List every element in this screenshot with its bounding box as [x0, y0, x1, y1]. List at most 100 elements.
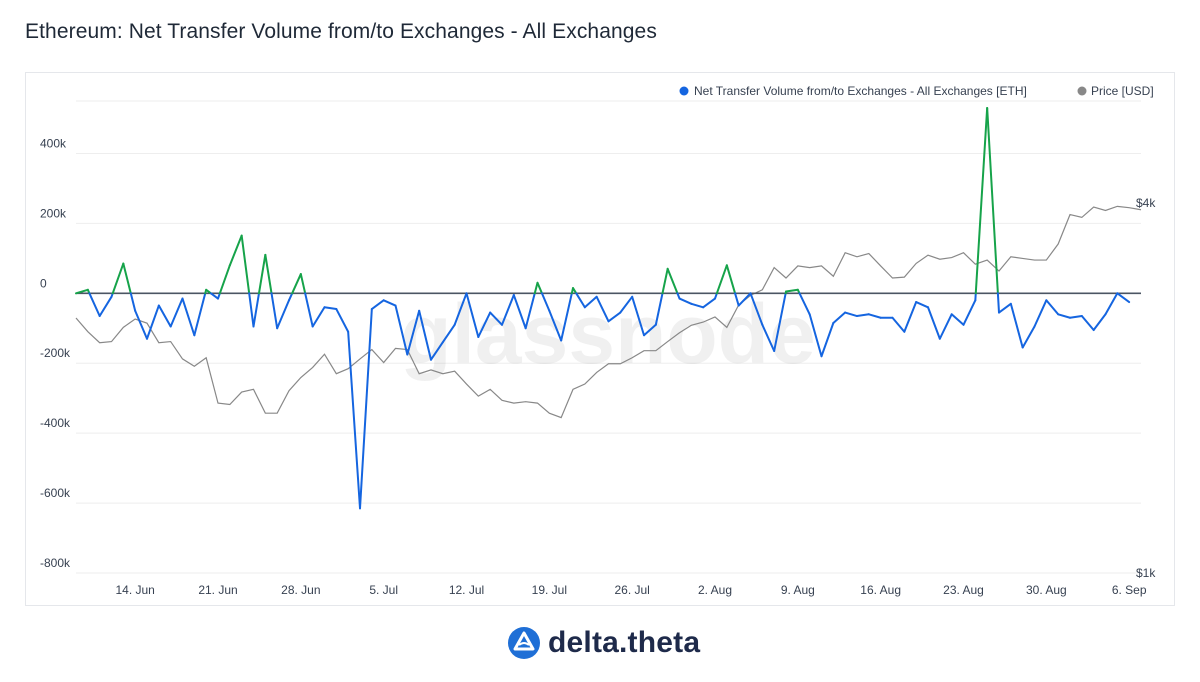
net-volume-segment-negative [359, 308, 373, 510]
net-volume-segment-negative [394, 304, 409, 356]
x-tick-label: 21. Jun [198, 583, 237, 597]
net-volume-segment-negative [867, 313, 882, 319]
net-volume-segment-negative [737, 292, 752, 307]
net-volume-segment-negative [678, 297, 693, 305]
net-volume-segment-negative [311, 306, 326, 328]
net-volume-segment-negative [548, 309, 563, 342]
net-volume-segment-positive [299, 273, 307, 295]
net-volume-segment-negative [844, 311, 858, 318]
net-volume-segment-negative [1080, 315, 1095, 332]
x-tick-label: 5. Jul [369, 583, 398, 597]
y-left-tick-label: 200k [40, 206, 67, 220]
net-volume-segment-negative [998, 302, 1012, 314]
y-left-tick-label: 0 [40, 276, 47, 290]
net-volume-segment-positive [536, 281, 543, 295]
net-volume-segment-negative [962, 299, 977, 326]
net-volume-segment-positive [661, 267, 669, 295]
legend-price-marker [1077, 86, 1087, 96]
net-volume-segment-positive [725, 264, 737, 295]
net-volume-segment-negative [540, 292, 551, 312]
net-volume-segment-negative [1045, 299, 1060, 316]
net-volume-segment-positive [228, 234, 243, 267]
x-tick-label: 6. Sep [1112, 583, 1147, 597]
series-price-line [75, 205, 1142, 419]
net-volume-segment-negative [856, 313, 870, 318]
net-volume-segment-positive [715, 264, 728, 295]
net-volume-segment-negative [761, 323, 776, 352]
net-volume-segment-negative [501, 294, 515, 326]
net-volume-segment-negative [512, 294, 527, 330]
y-left-tick-label: -200k [40, 346, 71, 360]
x-tick-label: 19. Jul [532, 583, 567, 597]
net-volume-segment-positive [240, 234, 251, 295]
net-volume-segment-positive [666, 267, 679, 295]
x-tick-label: 26. Jul [614, 583, 649, 597]
net-volume-segment-negative [323, 306, 338, 311]
net-volume-segment-negative [248, 292, 255, 328]
net-volume-segment-negative [276, 299, 290, 330]
net-volume-segment-negative [1116, 292, 1131, 304]
net-volume-segment-negative [560, 292, 573, 342]
net-volume-segment-negative [382, 299, 397, 307]
net-volume-segment-negative [370, 299, 385, 311]
net-volume-segment-negative [406, 309, 421, 356]
net-volume-segment-negative [88, 292, 101, 318]
footer-brand: delta.theta [508, 626, 700, 660]
net-volume-segment-negative [129, 292, 137, 312]
net-volume-segment-negative [749, 292, 764, 326]
net-volume-segment-negative [1021, 325, 1036, 349]
net-volume-segment-negative [654, 292, 664, 326]
net-volume-segment-negative [1092, 313, 1107, 332]
series-net-volume [75, 106, 1131, 510]
net-volume-segment-positive [533, 281, 539, 295]
x-tick-label: 12. Jul [449, 583, 484, 597]
net-volume-segment-positive [218, 264, 231, 295]
net-volume-segment-negative [631, 295, 645, 337]
net-volume-segment-negative [619, 295, 634, 314]
net-volume-segment-negative [347, 330, 361, 510]
net-volume-segment-negative [832, 311, 847, 325]
net-volume-segment-negative [288, 292, 294, 302]
net-volume-segment-negative [1069, 315, 1083, 319]
net-volume-segment-positive [122, 262, 132, 295]
net-volume-segment-negative [181, 297, 196, 337]
legend: Net Transfer Volume from/to Exchanges - … [679, 84, 1154, 98]
legend-net-volume-marker [679, 86, 689, 96]
net-volume-segment-positive [111, 262, 125, 295]
net-volume-segment-negative [98, 295, 113, 318]
net-volume-segment-negative [169, 297, 184, 328]
net-volume-segment-negative [996, 292, 1000, 314]
page-title: Ethereum: Net Transfer Volume from/to Ex… [25, 20, 657, 43]
net-volume-segment-negative [146, 304, 160, 340]
net-volume-segment-negative [734, 292, 740, 307]
legend-net-volume-label: Net Transfer Volume from/to Exchanges - … [694, 84, 1027, 98]
net-volume-segment-negative [209, 292, 219, 300]
net-volume-segment-positive [75, 288, 89, 295]
net-volume-segment-negative [595, 295, 610, 323]
net-volume-segment-negative [134, 309, 148, 340]
net-volume-segment-negative [690, 302, 705, 309]
net-volume-segment-negative [773, 292, 787, 352]
net-volume-segment-positive [257, 253, 267, 295]
net-volume-segment-negative [489, 311, 503, 326]
net-volume-segment-positive [986, 106, 999, 295]
net-volume-segment-negative [607, 311, 622, 323]
net-volume-segment-negative [418, 309, 432, 361]
net-volume-segment-negative [903, 301, 918, 333]
y-left-tick-label: -800k [40, 556, 71, 570]
net-volume-segment-positive [974, 106, 989, 295]
net-volume-segment-negative [1009, 302, 1024, 349]
net-volume-segment-negative [252, 292, 260, 328]
net-volume-segment-negative [524, 292, 536, 330]
chart-svg: glassnode400k200k0-200k-400k-600k-800k$4… [40, 84, 1156, 597]
legend-price-label: Price [USD] [1091, 84, 1154, 98]
x-tick-label: 28. Jun [281, 583, 320, 597]
x-tick-label: 23. Aug [943, 583, 984, 597]
x-tick-label: 14. Jun [115, 583, 154, 597]
y-right-tick-label: $1k [1136, 566, 1156, 580]
x-tick-label: 9. Aug [781, 583, 815, 597]
net-volume-segment-negative [575, 292, 586, 309]
net-volume-segment-negative [335, 308, 350, 333]
net-volume-segment-negative [453, 292, 468, 326]
net-volume-segment-negative [950, 313, 965, 326]
